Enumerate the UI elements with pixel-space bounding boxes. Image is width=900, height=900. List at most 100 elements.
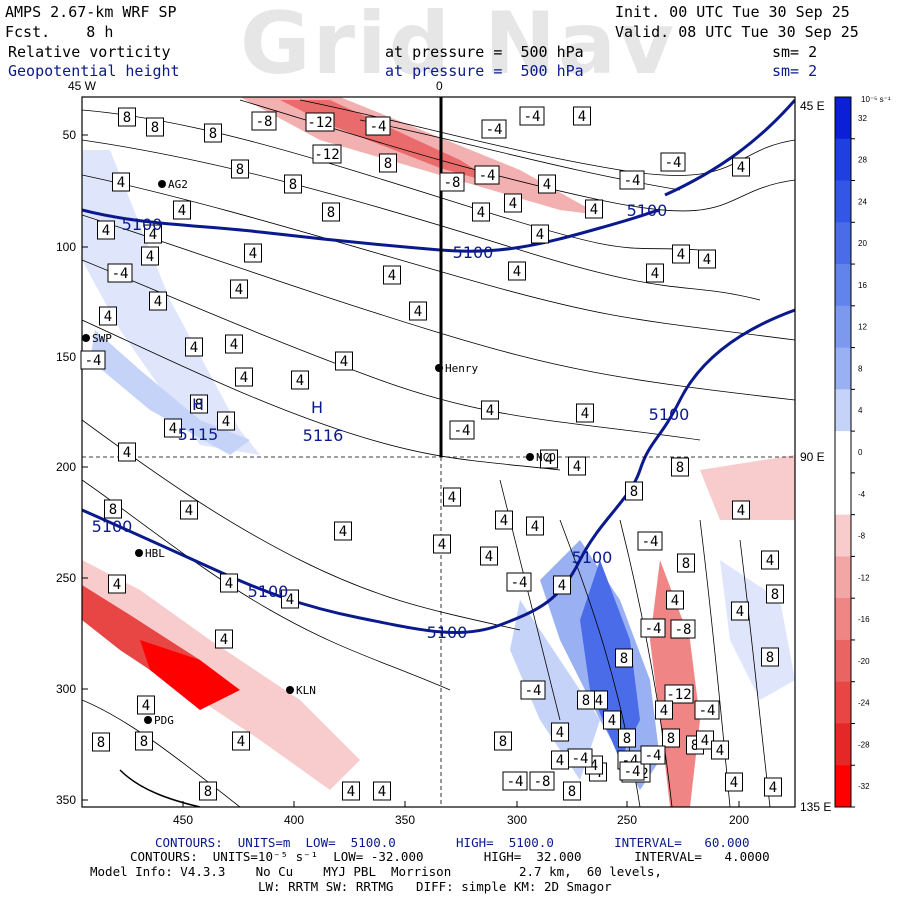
vorticity-label-box — [281, 589, 299, 609]
vorticity-label-box — [342, 781, 360, 801]
colorbar-swatch — [835, 598, 851, 641]
neg-vorticity-southwest — [82, 560, 360, 790]
vorticity-label-box — [495, 510, 513, 530]
vorticity-label: 4 — [660, 703, 668, 719]
vorticity-label: 4 — [608, 713, 616, 729]
vorticity-label: 4 — [766, 553, 774, 569]
vorticity-label-box — [383, 265, 401, 285]
vorticity-label-box — [615, 648, 633, 668]
vorticity-label: 4 — [339, 524, 347, 540]
vorticity-label: 4 — [102, 223, 110, 239]
vorticity-label: 4 — [509, 196, 517, 212]
vorticity-label: 4 — [249, 246, 257, 262]
vorticity-label: 8 — [195, 397, 203, 413]
vorticity-label: 4 — [730, 775, 738, 791]
neg-vorticity-max — [140, 640, 240, 710]
vorticity-label-box — [640, 745, 666, 765]
vorticity-label: 4 — [671, 593, 679, 609]
vorticity-label: -4 — [85, 353, 102, 369]
vorticity-label-box — [107, 263, 133, 283]
high-center-value: 5115 — [178, 425, 219, 444]
height-contour-label: 5100 — [649, 405, 690, 424]
var2-smoothing: sm= 2 — [772, 62, 818, 80]
vorticity-label-box — [637, 531, 663, 551]
colorbar-tick-label: 32 — [858, 114, 867, 123]
top-label-0: 0 — [436, 79, 443, 93]
vorticity-label-box — [732, 500, 750, 520]
vorticity-label: 4 — [581, 406, 589, 422]
vorticity-label-box — [322, 202, 340, 222]
vorticity-label-box — [137, 695, 155, 715]
vorticity-label: 4 — [178, 203, 186, 219]
stations: AG2 SWP Henry NCO HBL KLN PDG — [82, 178, 556, 727]
vorticity-label-box — [551, 750, 569, 770]
station-dot — [286, 686, 294, 694]
var1-level: at pressure = 500 hPa — [385, 43, 584, 61]
vorticity-label: 8 — [140, 734, 148, 750]
vorticity-label-box — [173, 200, 191, 220]
vorticity-label: 4 — [737, 160, 745, 176]
colorbar-tick-label: -32 — [858, 782, 870, 791]
vorticity-label-box — [312, 144, 342, 164]
var2-level: at pressure = 500 hPa — [385, 62, 584, 80]
vorticity-label: 4 — [149, 227, 157, 243]
vorticity-label: 4 — [590, 202, 598, 218]
vorticity-label-box — [118, 442, 136, 462]
vorticity-label-box — [334, 521, 352, 541]
vorticity-label: 4 — [286, 592, 294, 608]
left-axis: 50 100 150 200 250 300 350 — [56, 128, 88, 807]
height-contour-label: 5100 — [453, 243, 494, 262]
colorbar-tick-label: -8 — [858, 532, 866, 541]
station-dot — [135, 549, 143, 557]
vorticity-label: 4 — [190, 340, 198, 356]
vorticity-label: 8 — [151, 120, 159, 136]
vorticity-label-box — [696, 730, 714, 750]
vorticity-label-box — [766, 584, 784, 604]
vorticity-label: 4 — [146, 249, 154, 265]
left-tick-label: 250 — [56, 571, 76, 585]
vorticity-label: -4 — [511, 575, 528, 591]
vorticity-label-box — [573, 106, 591, 126]
colorbar-swatch — [835, 639, 851, 683]
station-label: HBL — [145, 547, 165, 560]
vorticity-label-box — [761, 647, 779, 667]
colorbar-swatch — [835, 305, 851, 349]
coastline — [119, 769, 201, 807]
vorticity-label-box — [164, 418, 182, 438]
vorticity-label: -4 — [645, 748, 662, 764]
station-dot — [526, 453, 534, 461]
high-pressure-marker: H — [192, 395, 204, 414]
height-labels: 5100 5100 5100 5100 5100 5100 5100 5100 H 5115 H 51… — [92, 201, 690, 642]
vorticity-label: -4 — [645, 621, 662, 637]
height-contour-info: CONTOURS: UNITS=m LOW= 5100.0 HIGH= 5100… — [155, 835, 750, 850]
bottom-tick-label: 250 — [617, 813, 637, 827]
colorbar: 10⁻⁵ s⁻¹ 32 28 24 20 16 12 8 4 0 -4 -8 -12 -16 -20 -24 -… — [834, 95, 891, 808]
vorticity-label: 8 — [209, 126, 217, 142]
vorticity-label-box — [694, 700, 720, 720]
pos-vorticity-west — [82, 150, 260, 455]
vorticity-label-box — [660, 152, 686, 172]
vorticity-label-box — [670, 619, 696, 639]
pos-vorticity-core-southeast — [580, 560, 640, 760]
bottom-tick-label: 400 — [284, 813, 304, 827]
vorticity-label-box — [291, 370, 309, 390]
height-contour-label: 5100 — [248, 582, 289, 601]
colorbar-swatch — [835, 138, 851, 182]
station-label: KLN — [296, 684, 316, 697]
pos-vorticity-band — [90, 330, 250, 455]
vorticity-label-box — [711, 740, 729, 760]
vorticity-label: 4 — [769, 780, 777, 796]
vorticity-label-box — [232, 731, 250, 751]
colorbar-swatch — [835, 723, 851, 766]
colorbar-swatch — [835, 97, 851, 140]
height-contour-label: 5100 — [572, 548, 613, 567]
vorticity-label: 4 — [347, 784, 355, 800]
colorbar-tick-label: -24 — [858, 699, 870, 708]
vorticity-label-box — [725, 772, 743, 792]
vorticity-label: 4 — [578, 109, 586, 125]
vorticity-label: 4 — [543, 177, 551, 193]
vorticity-label: 8 — [682, 556, 690, 572]
station-label: AG2 — [168, 178, 188, 191]
vorticity-label: 4 — [154, 294, 162, 310]
vorticity-label: 8 — [623, 731, 631, 747]
